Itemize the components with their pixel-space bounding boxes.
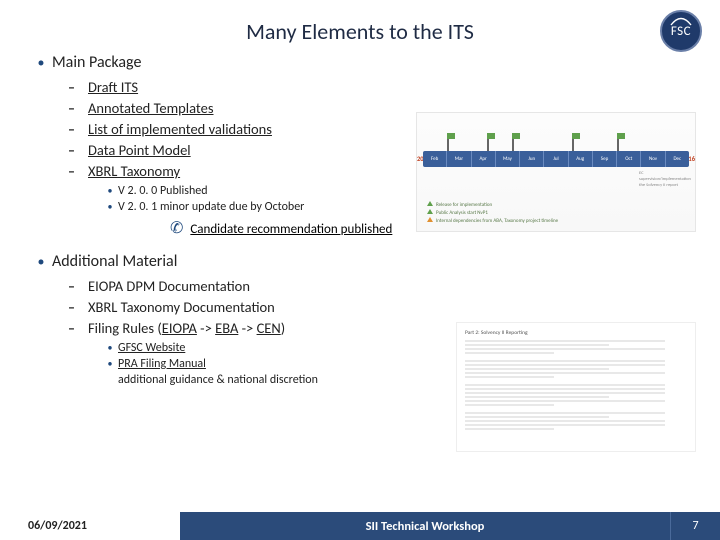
section-label: Main Package [52, 53, 141, 72]
flag-icon [572, 133, 574, 151]
timeline-graphic: 2014 2016 Feb Mar Apr May Jun Jul Aug Se… [416, 112, 696, 232]
timeline-legend: Release for implementation Public Analys… [427, 201, 685, 225]
list-item: –XBRL Taxonomy Documentation [68, 298, 690, 316]
bullet-icon: • [30, 54, 52, 71]
link-eba[interactable]: EBA [215, 319, 238, 337]
flag-icon [617, 133, 619, 151]
list-item: –Draft ITS [68, 78, 690, 96]
slide-title: Many Elements to the ITS [0, 0, 720, 45]
doc-preview-title: Part 2: Solvency II Reporting [465, 329, 687, 337]
timeline-right-label: EC supervision/implementation the Solven… [639, 171, 691, 189]
timeline-bar: Feb Mar Apr May Jun Jul Aug Sep Oct Nov … [423, 151, 689, 167]
slide-footer: 06/09/2021 SII Technical Workshop 7 [0, 512, 720, 540]
footer-title: SII Technical Workshop [180, 512, 670, 540]
footer-page-number: 7 [670, 512, 720, 540]
link-cen[interactable]: CEN [257, 319, 281, 337]
flag-icon [447, 133, 449, 151]
document-preview: Part 2: Solvency II Reporting [456, 322, 696, 452]
slide: FSC Many Elements to the ITS • Main Pack… [0, 0, 720, 540]
flag-icon [512, 133, 514, 151]
flag-icon [487, 133, 489, 151]
phone-icon: ✆ [170, 218, 183, 238]
footer-date: 06/09/2021 [0, 519, 180, 533]
fsc-logo: FSC [660, 10, 702, 52]
filing-rules-line: Filing Rules (EIOPA -> EBA -> CEN) [88, 319, 285, 337]
bullet-icon: • [30, 253, 52, 270]
section-label: Additional Material [52, 252, 177, 271]
link-eiopa[interactable]: EIOPA [162, 319, 197, 337]
logo-arc-icon [670, 16, 692, 26]
list-item: –EIOPA DPM Documentation [68, 277, 690, 295]
